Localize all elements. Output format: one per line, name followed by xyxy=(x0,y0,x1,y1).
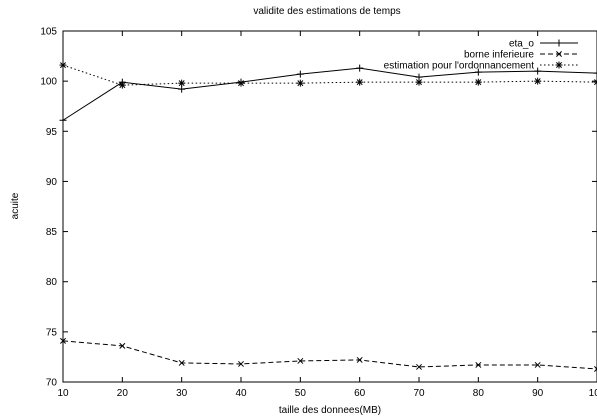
data-point xyxy=(356,356,363,363)
marker-stroke xyxy=(119,342,126,349)
data-point xyxy=(475,361,482,368)
data-point xyxy=(296,79,304,87)
marker-stroke xyxy=(238,80,244,87)
data-point xyxy=(356,64,364,72)
x-tick-label: 50 xyxy=(295,388,307,399)
legend-sample-marker xyxy=(556,51,562,57)
marker-stroke xyxy=(60,62,66,69)
plot-border xyxy=(62,30,597,383)
data-point xyxy=(297,357,304,364)
marker-stroke xyxy=(475,361,482,368)
y-tick-label: 95 xyxy=(46,127,58,138)
y-axis-label: acuite xyxy=(10,192,21,219)
legend-sample-marker xyxy=(555,61,563,69)
x-tick-label: 90 xyxy=(532,388,544,399)
data-point xyxy=(60,337,66,344)
x-tick-label: 100 xyxy=(589,388,597,399)
legend-sample-marker xyxy=(555,39,563,47)
marker-stroke xyxy=(416,79,422,86)
x-tick-label: 80 xyxy=(473,388,485,399)
legend-label: borne inferieure xyxy=(464,50,534,61)
series-0 xyxy=(59,64,597,124)
data-point xyxy=(296,70,304,78)
legend-entry: borne inferieure xyxy=(464,50,578,61)
data-point xyxy=(119,342,126,349)
marker-stroke xyxy=(556,62,562,68)
series-line xyxy=(62,340,597,370)
x-tick-label: 10 xyxy=(57,388,69,399)
data-point xyxy=(238,360,244,367)
y-tick-label: 100 xyxy=(40,77,57,88)
x-tick-label: 60 xyxy=(354,388,366,399)
series-layer xyxy=(59,61,597,372)
data-point xyxy=(593,69,597,77)
data-point xyxy=(237,79,245,87)
y-tick-label: 80 xyxy=(46,277,58,288)
marker-stroke xyxy=(594,368,597,372)
marker-stroke xyxy=(475,79,482,86)
marker-stroke xyxy=(356,356,363,363)
marker-stroke xyxy=(297,357,304,364)
data-point xyxy=(415,78,423,86)
marker-stroke xyxy=(178,359,185,366)
marker-stroke xyxy=(297,80,304,87)
axis-ticks: 10 20 30 40 50 60 70 80 90 100 70 75 80 85 90 95 100 105 xyxy=(40,27,597,399)
data-point xyxy=(534,77,542,85)
y-tick-label: 70 xyxy=(46,378,58,389)
x-axis-label: taille des donnees(MB) xyxy=(279,405,381,416)
data-point xyxy=(118,81,126,89)
marker-stroke xyxy=(416,363,422,370)
marker-stroke xyxy=(556,51,562,57)
y-tick-label: 75 xyxy=(46,327,58,338)
data-point xyxy=(474,68,482,76)
y-tick-label: 85 xyxy=(46,227,58,238)
legend-entry: estimation pour l'ordonnancement xyxy=(384,61,578,72)
data-point xyxy=(178,359,185,366)
marker-stroke xyxy=(594,81,597,86)
data-point xyxy=(594,365,597,372)
series-line xyxy=(62,67,597,121)
legend-entry: eta_o xyxy=(509,39,578,50)
data-point xyxy=(534,361,541,368)
x-tick-label: 40 xyxy=(235,388,247,399)
data-point xyxy=(593,78,597,86)
series-1 xyxy=(60,337,597,372)
series-line xyxy=(62,64,597,86)
data-point xyxy=(59,116,67,124)
data-point xyxy=(59,61,67,69)
data-point xyxy=(474,78,482,86)
legend-label: eta_o xyxy=(509,39,534,50)
x-tick-label: 30 xyxy=(176,388,188,399)
marker-stroke xyxy=(356,79,363,86)
marker-stroke xyxy=(594,79,597,83)
marker-stroke xyxy=(119,82,126,89)
data-point xyxy=(534,67,542,75)
data-point xyxy=(178,85,186,93)
marker-stroke xyxy=(534,78,541,85)
legend-label: estimation pour l'ordonnancement xyxy=(384,61,535,72)
x-tick-label: 70 xyxy=(413,388,425,399)
y-tick-label: 105 xyxy=(40,27,57,38)
marker-stroke xyxy=(238,360,244,367)
marker-stroke xyxy=(60,337,66,344)
data-point xyxy=(356,78,364,86)
data-point xyxy=(416,363,422,370)
y-tick-label: 90 xyxy=(46,177,58,188)
chart-title: validite des estimations de temps xyxy=(253,6,400,17)
marker-stroke xyxy=(534,361,541,368)
plot-area xyxy=(62,30,597,383)
series-2 xyxy=(59,61,597,89)
x-tick-label: 20 xyxy=(117,388,129,399)
marker-stroke xyxy=(178,80,185,87)
data-point xyxy=(178,79,186,87)
marker-stroke xyxy=(594,365,597,370)
